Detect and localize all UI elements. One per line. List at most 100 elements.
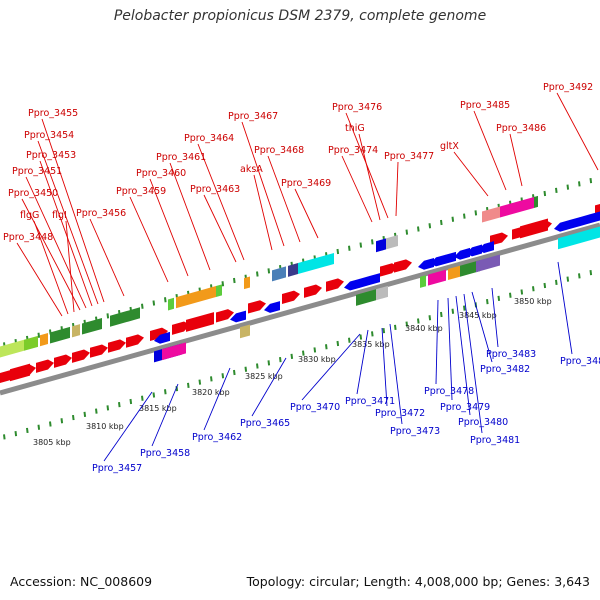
reverse-gene-label[interactable]: Ppro_3479: [440, 402, 490, 413]
forward-gene-box[interactable]: [82, 317, 102, 335]
forward-gene-label[interactable]: thiG: [345, 123, 365, 134]
reverse-gene-label[interactable]: Ppro_3481: [470, 435, 520, 446]
forward-gene-label[interactable]: Ppro_3448: [3, 232, 53, 243]
forward-gene-box[interactable]: [500, 196, 534, 218]
reverse-gene-label[interactable]: Ppro_3472: [375, 408, 425, 419]
forward-gene-label[interactable]: Ppro_3467: [228, 111, 278, 122]
forward-gene-label[interactable]: Ppro_3476: [332, 102, 382, 113]
forward-gene-label[interactable]: flgI: [52, 210, 67, 221]
forward-gene-box[interactable]: [288, 263, 298, 277]
reverse-gene-arrow[interactable]: [584, 211, 600, 224]
reverse-gene-box[interactable]: [428, 269, 446, 286]
reverse-gene-label[interactable]: Ppro_3458: [140, 448, 190, 459]
forward-gene-box[interactable]: [386, 235, 398, 250]
forward-gene-label[interactable]: Ppro_3459: [116, 186, 166, 197]
reverse-gene-label[interactable]: Ppro_3487: [560, 356, 600, 367]
reverse-gene-arrow[interactable]: [574, 214, 590, 227]
forward-gene-label[interactable]: Ppro_3455: [28, 108, 78, 119]
reverse-gene-label[interactable]: Ppro_3473: [390, 426, 440, 437]
forward-gene-box[interactable]: [168, 297, 174, 311]
forward-gene-box[interactable]: [24, 335, 38, 351]
reverse-gene-arrow[interactable]: [344, 278, 360, 291]
forward-gene-arrow[interactable]: [108, 339, 126, 353]
reverse-gene-label[interactable]: Ppro_3480: [458, 417, 508, 428]
forward-gene-box[interactable]: [272, 266, 286, 282]
reverse-gene-box[interactable]: [356, 289, 376, 306]
forward-gene-label[interactable]: aksA: [240, 164, 263, 175]
reverse-gene-arrow[interactable]: [418, 257, 434, 270]
reverse-gene-box[interactable]: [420, 275, 426, 288]
reverse-gene-box[interactable]: [568, 226, 600, 247]
reverse-gene-arrow[interactable]: [478, 241, 494, 253]
forward-gene-box[interactable]: [50, 326, 70, 344]
forward-gene-label[interactable]: Ppro_3469: [281, 178, 331, 189]
forward-gene-box[interactable]: [244, 276, 250, 290]
forward-gene-label[interactable]: Ppro_3477: [384, 151, 434, 162]
forward-gene-box[interactable]: [110, 307, 140, 327]
forward-gene-arrow[interactable]: [380, 263, 398, 277]
reverse-gene-arrow[interactable]: [364, 273, 380, 285]
forward-gene-label[interactable]: Ppro_3464: [184, 133, 234, 144]
forward-gene-box[interactable]: [0, 339, 24, 358]
reverse-gene-label[interactable]: Ppro_3483: [486, 349, 536, 360]
forward-gene-arrow[interactable]: [90, 344, 108, 358]
forward-gene-box[interactable]: [482, 206, 500, 223]
reverse-gene-label[interactable]: Ppro_3482: [480, 364, 530, 375]
forward-gene-box[interactable]: [534, 195, 538, 208]
reverse-gene-arrow[interactable]: [354, 275, 370, 288]
reverse-gene-arrow[interactable]: [230, 310, 246, 323]
forward-gene-arrow[interactable]: [326, 278, 344, 292]
forward-gene-label[interactable]: Ppro_3474: [328, 145, 378, 156]
forward-gene-box[interactable]: [72, 324, 80, 338]
reverse-gene-label[interactable]: Ppro_3470: [290, 402, 340, 413]
reverse-gene-label[interactable]: Ppro_3457: [92, 463, 142, 474]
forward-gene-label[interactable]: flgG: [20, 210, 39, 221]
forward-gene-arrow[interactable]: [126, 334, 144, 348]
forward-gene-block[interactable]: [10, 363, 30, 382]
forward-gene-label[interactable]: Ppro_3454: [24, 130, 74, 141]
forward-gene-label[interactable]: Ppro_3456: [76, 208, 126, 219]
reverse-gene-box[interactable]: [460, 260, 480, 277]
reverse-gene-arrow[interactable]: [466, 244, 482, 257]
forward-gene-arrow[interactable]: [394, 259, 412, 273]
reverse-gene-box[interactable]: [376, 285, 388, 301]
forward-gene-arrow[interactable]: [54, 354, 72, 368]
reverse-gene-arrow[interactable]: [430, 254, 446, 267]
forward-gene-arrow[interactable]: [248, 300, 266, 314]
forward-gene-label[interactable]: Ppro_3460: [136, 168, 186, 179]
reverse-gene-label[interactable]: Ppro_3465: [240, 418, 290, 429]
forward-gene-label[interactable]: Ppro_3450: [8, 188, 58, 199]
forward-gene-block[interactable]: [186, 312, 214, 332]
forward-gene-label[interactable]: Ppro_3453: [26, 150, 76, 161]
reverse-gene-arrow[interactable]: [554, 219, 570, 232]
forward-gene-box[interactable]: [176, 286, 216, 309]
forward-gene-arrow[interactable]: [216, 309, 234, 323]
reverse-gene-box[interactable]: [476, 254, 500, 273]
reverse-gene-arrow[interactable]: [564, 217, 580, 229]
forward-gene-label[interactable]: Ppro_3461: [156, 152, 206, 163]
forward-gene-box[interactable]: [40, 333, 48, 347]
reverse-gene-box[interactable]: [240, 324, 250, 339]
forward-gene-block[interactable]: [520, 218, 548, 239]
reverse-gene-label[interactable]: Ppro_3478: [424, 386, 474, 397]
reverse-gene-arrow[interactable]: [454, 247, 470, 260]
forward-gene-arrow[interactable]: [282, 290, 300, 305]
forward-gene-label[interactable]: Ppro_3468: [254, 145, 304, 156]
forward-gene-arrow[interactable]: [150, 327, 168, 341]
reverse-gene-label[interactable]: Ppro_3462: [192, 432, 242, 443]
forward-gene-box[interactable]: [298, 252, 334, 275]
reverse-gene-arrow[interactable]: [154, 331, 170, 344]
forward-gene-arrow[interactable]: [172, 321, 190, 335]
forward-gene-arrow[interactable]: [72, 349, 90, 363]
reverse-gene-box[interactable]: [162, 342, 186, 361]
reverse-gene-box[interactable]: [448, 265, 460, 281]
reverse-gene-box[interactable]: [558, 235, 568, 250]
forward-gene-label[interactable]: Ppro_3485: [460, 100, 510, 111]
forward-gene-label[interactable]: Ppro_3492: [543, 82, 593, 93]
forward-gene-arrow[interactable]: [490, 232, 508, 246]
forward-gene-label[interactable]: Ppro_3451: [12, 166, 62, 177]
forward-gene-label[interactable]: Ppro_3486: [496, 123, 546, 134]
reverse-gene-arrow[interactable]: [264, 301, 280, 313]
reverse-gene-label[interactable]: Ppro_3471: [345, 396, 395, 407]
reverse-gene-arrow[interactable]: [440, 251, 456, 264]
